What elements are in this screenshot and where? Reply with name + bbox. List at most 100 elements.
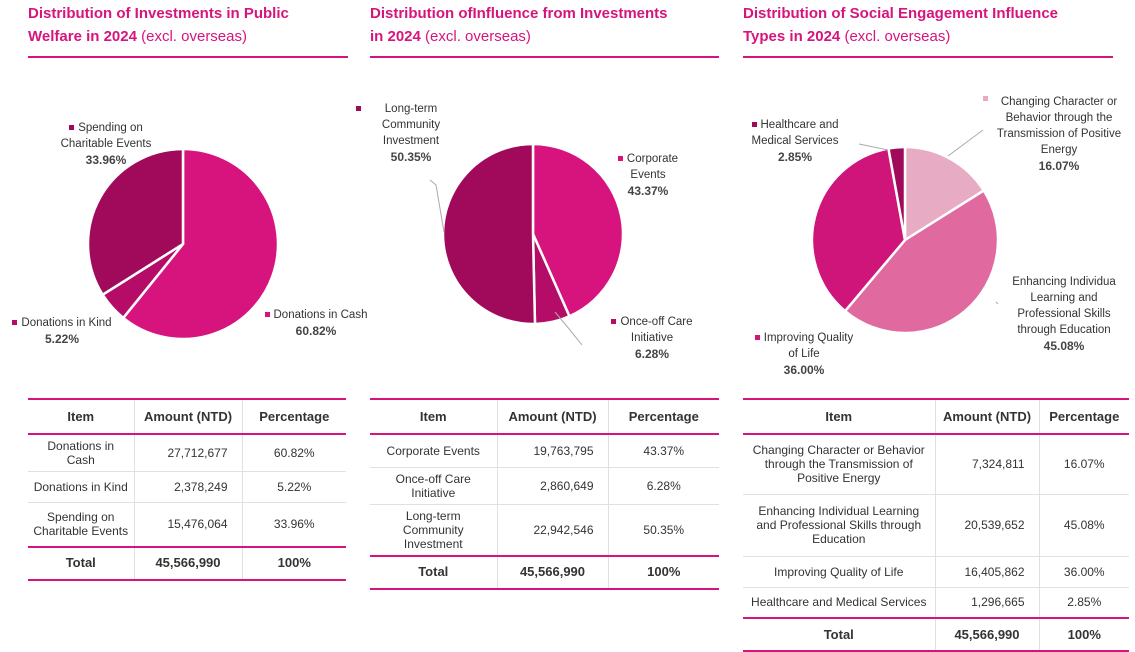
- table-row: Changing Character or Behavior through t…: [743, 434, 1129, 495]
- table-cell: Healthcare and Medical Services: [743, 587, 935, 619]
- table-cell: Long-term Community Investment: [370, 504, 497, 556]
- legend-bullet: [12, 320, 18, 326]
- table-cell: 19,763,795: [496, 434, 608, 468]
- table-cell: 15,476,064: [133, 502, 242, 547]
- slice-label-line-2: Behavior through the: [1005, 112, 1113, 124]
- panel-title: Distribution of Social Engagement Influe…: [743, 2, 1058, 48]
- title-line-1: Distribution of Investments in Public: [28, 5, 289, 22]
- column-header: Percentage: [241, 398, 346, 435]
- slice-label-line-3: Investment: [382, 135, 440, 147]
- title-suffix: (excl. overseas): [425, 28, 531, 45]
- slice-label-line-4: through Education: [1017, 324, 1111, 336]
- column-header: Amount (NTD): [934, 398, 1039, 435]
- table-cell: Corporate Events: [370, 434, 497, 468]
- pie-slice-improving-quality-of-life: [810, 147, 907, 313]
- slice-label-line-1: Healthcare and: [760, 119, 839, 131]
- table-row: Enhancing Individual Learning and Profes…: [743, 494, 1129, 557]
- column-header: Item: [370, 398, 497, 435]
- table-cell: 2,860,649: [496, 467, 608, 505]
- table-header-row: Item Amount (NTD) Percentage: [28, 398, 346, 435]
- pie-slice-spending-on-charitable-events: [86, 147, 185, 296]
- table-cell: 2,378,249: [133, 471, 242, 503]
- pie-label-positive-energy: Changing Character or Behavior through t…: [983, 94, 1135, 174]
- table-header-row: Item Amount (NTD) Percentage: [743, 398, 1129, 435]
- table-cell: 45,566,990: [133, 545, 242, 581]
- legend-bullet: [69, 125, 75, 131]
- pie-label-charitable-events: Spending on Charitable Events 33.96%: [26, 120, 186, 168]
- slice-label-line-1: Long-term: [384, 103, 438, 115]
- legend-bullet: [356, 106, 361, 111]
- table-row: Once-off Care Initiative 2,860,649 6.28%: [370, 467, 719, 505]
- slice-label: Donations in Kind: [21, 317, 112, 329]
- slice-label-line-2: Medical Services: [751, 135, 839, 147]
- slice-label-line-1: Enhancing Individua: [1012, 276, 1116, 288]
- table-header-row: Item Amount (NTD) Percentage: [370, 398, 719, 435]
- pie-label-education: Enhancing Individua Learning and Profess…: [1001, 274, 1127, 354]
- title-suffix: (excl. overseas): [141, 28, 247, 45]
- panel-title: Distribution of Investments in Public We…: [28, 2, 289, 48]
- pie-label-donations-cash: Donations in Cash 60.82%: [256, 307, 376, 339]
- title-line-1: Distribution of Social Engagement Influe…: [743, 5, 1059, 22]
- legend-bullet: [617, 156, 623, 162]
- table-cell: 43.37%: [607, 434, 719, 468]
- slice-pct: 16.07%: [1038, 159, 1080, 173]
- table-cell: 16.07%: [1038, 434, 1129, 495]
- slice-pct: 60.82%: [295, 324, 337, 338]
- pie-label-quality-of-life: Improving Quality of Life 36.00%: [739, 330, 869, 378]
- pie-slice-enhancing-individual-learning-and-profes: [843, 189, 1000, 335]
- slice-label-line-2: of Life: [788, 348, 820, 360]
- table-cell: Enhancing Individual Learning and Profes…: [743, 494, 935, 557]
- slice-label-line-2: Charitable Events: [60, 138, 152, 150]
- slice-pct: 43.37%: [627, 184, 669, 198]
- table-row: Donations in Kind 2,378,249 5.22%: [28, 471, 346, 503]
- slice-pct: 45.08%: [1043, 339, 1085, 353]
- pie-slice-long-term-community-investment: [441, 142, 537, 326]
- table-total-row: Total 45,566,990 100%: [370, 554, 719, 590]
- panel-influence: Distribution ofInfluence from Investment…: [356, 0, 719, 652]
- leader-line: [429, 179, 445, 233]
- slice-label-line-2: Community: [381, 119, 441, 131]
- table-cell: 20,539,652: [934, 494, 1039, 557]
- leader-line: [858, 143, 889, 151]
- legend-bullet: [611, 319, 617, 325]
- pie-label-corporate: Corporate Events 43.37%: [600, 151, 696, 199]
- table-total-row: Total 45,566,990 100%: [743, 617, 1129, 652]
- title-underline: [370, 56, 719, 58]
- table-cell: 1,296,665: [934, 587, 1039, 619]
- pie-chart-2: [429, 142, 625, 346]
- legend-bullet: [264, 312, 270, 318]
- table-cell: 100%: [241, 545, 346, 581]
- table-row: Healthcare and Medical Services 1,296,665…: [743, 587, 1129, 619]
- table-cell: Donations in Kind: [28, 471, 134, 503]
- slice-label-line-3: Transmission of Positive: [996, 128, 1122, 140]
- table-cell: 2.85%: [1038, 587, 1129, 619]
- slice-pct: 6.28%: [634, 347, 670, 361]
- column-header: Amount (NTD): [133, 398, 242, 435]
- data-table: Item Amount (NTD) Percentage Changing Chara…: [743, 398, 1129, 652]
- slice-label-line-2: Learning and: [1030, 292, 1098, 304]
- table-cell: 100%: [607, 554, 719, 590]
- title-underline: [28, 56, 348, 58]
- table-cell: 16,405,862: [934, 556, 1039, 588]
- leader-line: [995, 301, 999, 305]
- table-row: Long-term Community Investment 22,942,546…: [370, 504, 719, 556]
- pie-label-once-off: Once-off Care Initiative 6.28%: [592, 314, 712, 362]
- table-cell: 60.82%: [241, 434, 346, 472]
- data-table: Item Amount (NTD) Percentage Donations in C…: [28, 398, 346, 581]
- pie-slice-healthcare-and-medical-services: [887, 145, 907, 242]
- table-cell: 7,324,811: [934, 434, 1039, 495]
- slice-label-line-1: Corporate: [626, 153, 679, 165]
- slice-pct: 50.35%: [390, 150, 432, 164]
- table-cell: Spending on Charitable Events: [28, 502, 134, 547]
- column-header: Percentage: [1038, 398, 1129, 435]
- legend-bullet: [754, 335, 760, 341]
- table-cell: Donations in Cash: [28, 434, 134, 472]
- table-row: Donations in Cash 27,712,677 60.82%: [28, 434, 346, 472]
- table-cell: 45,566,990: [496, 554, 608, 590]
- slice-label-line-4: Energy: [1040, 144, 1078, 156]
- title-underline: [743, 56, 1113, 58]
- pie-label-donations-kind: Donations in Kind 5.22%: [0, 315, 124, 347]
- table-cell: Changing Character or Behavior through t…: [743, 434, 935, 495]
- pie-chart-3: [810, 129, 1000, 335]
- table-cell: 22,942,546: [496, 504, 608, 556]
